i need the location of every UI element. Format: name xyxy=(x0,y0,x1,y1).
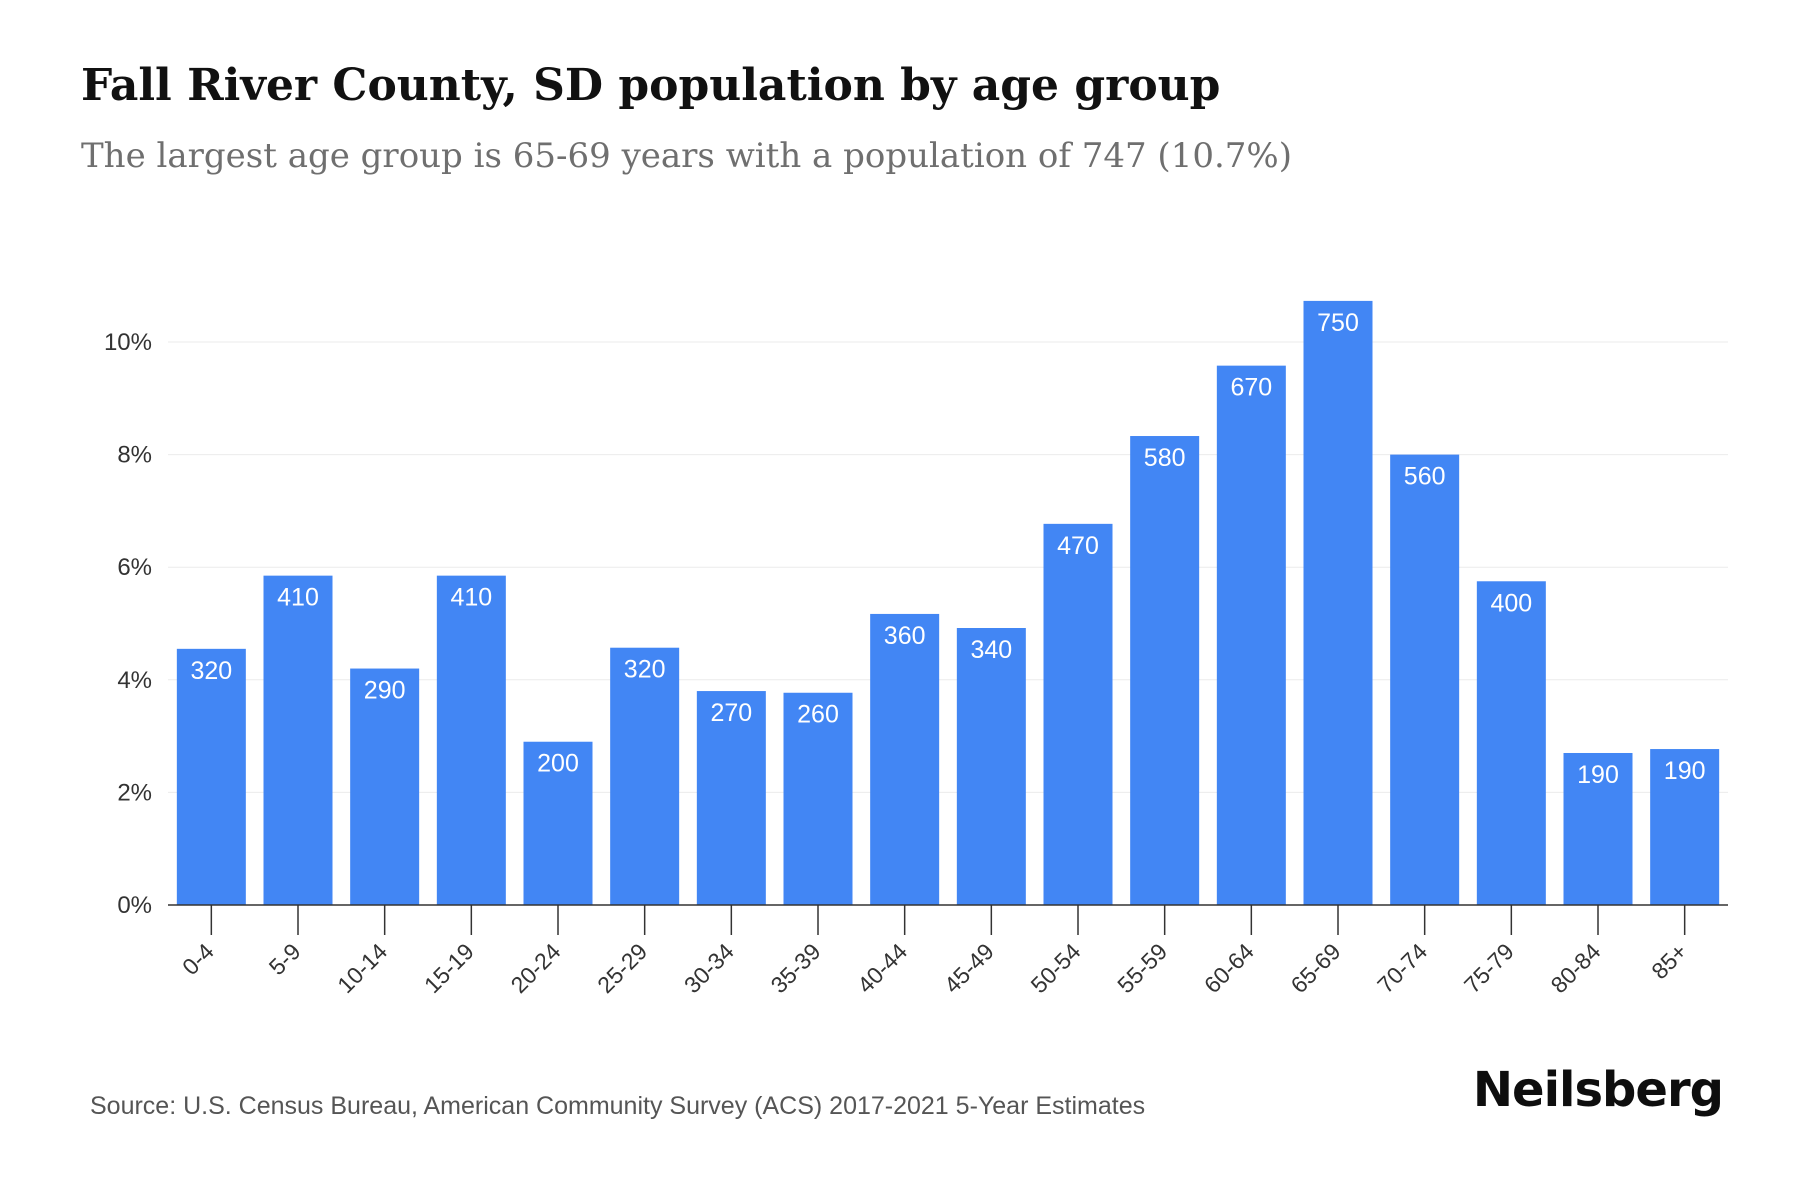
bar-data-label: 410 xyxy=(450,584,492,612)
bar-chart: 0% 2% 4% 6% 8% 10% 320 410 290 410 200 320 270 260 36… xyxy=(104,300,1728,998)
y-axis-ticks: 0% 2% 4% 6% 8% 10% xyxy=(104,329,152,919)
bar-data-label: 190 xyxy=(1577,761,1619,789)
x-axis: 0-4 5-9 10-14 15-19 20-24 25-29 30-34 35-39 40-4… xyxy=(168,904,1728,998)
x-tick-label: 65-69 xyxy=(1286,938,1346,998)
bar-45-49 xyxy=(956,628,1026,905)
bar-5-9 xyxy=(263,575,333,905)
bar-data-label: 260 xyxy=(797,701,839,729)
x-tick-label: 35-39 xyxy=(766,938,826,998)
bar-data-label: 320 xyxy=(624,656,666,684)
x-tick-label: 30-34 xyxy=(679,938,739,998)
bars xyxy=(176,300,1720,905)
y-tick-label: 0% xyxy=(117,892,152,919)
bar-data-label: 270 xyxy=(710,699,752,727)
x-tick-label: 60-64 xyxy=(1199,938,1259,998)
bar-data-label: 320 xyxy=(190,657,232,685)
x-tick-label: 80-84 xyxy=(1546,938,1606,998)
bar-0-4 xyxy=(176,648,246,905)
bar-40-44 xyxy=(870,613,940,905)
x-tick-label: 20-24 xyxy=(506,938,566,998)
x-tick-label: 45-49 xyxy=(939,938,999,998)
bar-data-label: 190 xyxy=(1664,757,1706,785)
x-tick-label: 40-44 xyxy=(852,938,912,998)
bar-data-label: 200 xyxy=(537,750,579,778)
bar-65-69 xyxy=(1303,300,1373,905)
bar-35-39 xyxy=(783,692,853,905)
y-tick-label: 10% xyxy=(104,329,152,356)
bar-data-label: 400 xyxy=(1490,589,1532,617)
source-note: Source: U.S. Census Bureau, American Com… xyxy=(90,1092,1146,1120)
bar-data-label: 410 xyxy=(277,584,319,612)
bar-15-19 xyxy=(436,575,506,905)
chart-subtitle: The largest age group is 65-69 years wit… xyxy=(81,136,1292,176)
bar-30-34 xyxy=(696,691,766,905)
x-tick-label: 10-14 xyxy=(332,938,392,998)
bar-data-label: 360 xyxy=(884,622,926,650)
x-tick-label: 70-74 xyxy=(1372,938,1432,998)
x-tick-label: 5-9 xyxy=(264,938,306,980)
gridlines xyxy=(168,341,1728,793)
x-tick-label: 25-29 xyxy=(592,938,652,998)
bar-data-label: 340 xyxy=(970,636,1012,664)
x-tick-label: 15-19 xyxy=(419,938,479,998)
brand-logo: Neilsberg xyxy=(1472,1062,1724,1118)
x-tick-label: 75-79 xyxy=(1459,938,1519,998)
bar-60-64 xyxy=(1216,365,1286,905)
bar-data-label: 580 xyxy=(1144,444,1186,472)
bar-data-label: 560 xyxy=(1404,463,1446,491)
bar-data-label: 470 xyxy=(1057,532,1099,560)
bar-50-54 xyxy=(1043,523,1113,905)
y-tick-label: 2% xyxy=(117,779,152,806)
bar-85+ xyxy=(1650,749,1720,905)
bar-25-29 xyxy=(610,647,680,905)
bar-data-labels: 320 410 290 410 200 320 270 260 360 340 470 580 670 7… xyxy=(190,309,1705,789)
bar-80-84 xyxy=(1563,752,1633,905)
chart-title: Fall River County, SD population by age … xyxy=(81,60,1221,111)
y-tick-label: 8% xyxy=(117,442,152,469)
bar-20-24 xyxy=(523,741,593,905)
bar-data-label: 290 xyxy=(364,677,406,705)
bar-70-74 xyxy=(1390,454,1460,905)
bar-data-label: 750 xyxy=(1317,309,1359,337)
bar-55-59 xyxy=(1130,436,1200,905)
bar-75-79 xyxy=(1476,581,1546,905)
y-tick-label: 4% xyxy=(117,667,152,694)
bar-10-14 xyxy=(350,668,420,905)
x-tick-label: 85+ xyxy=(1646,938,1692,984)
bar-data-label: 670 xyxy=(1230,374,1272,402)
x-tick-label: 0-4 xyxy=(177,938,219,980)
x-tick-label: 50-54 xyxy=(1026,938,1086,998)
x-tick-label: 55-59 xyxy=(1112,938,1172,998)
y-tick-label: 6% xyxy=(117,554,152,581)
